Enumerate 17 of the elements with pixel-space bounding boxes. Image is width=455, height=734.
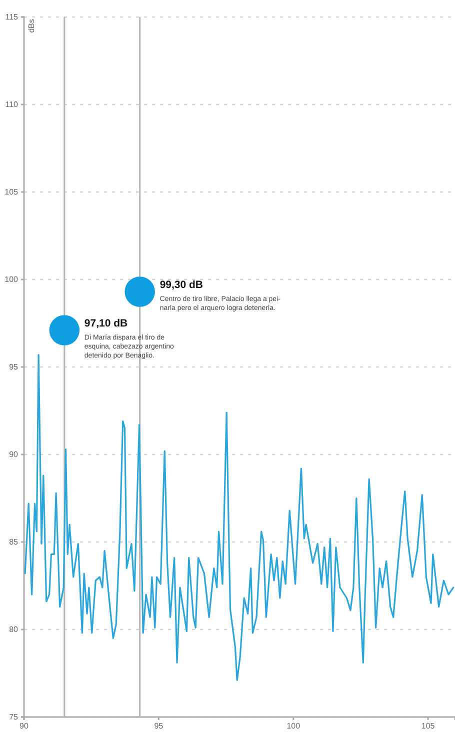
y-tick-label: 80 bbox=[9, 625, 19, 634]
line-series bbox=[24, 354, 454, 682]
annotation: 99,30 dB Centro de tiro libre, Palacio llega a pei- narla pero el arquero logra detenerla. bbox=[160, 278, 282, 312]
y-tick-label: 115 bbox=[5, 12, 19, 22]
x-tick-label: 95 bbox=[154, 722, 164, 731]
y-tick-label: 75 bbox=[9, 712, 19, 722]
x-tick-label: 100 bbox=[286, 722, 301, 731]
x-tick-label: 105 bbox=[421, 722, 436, 731]
y-tick-label: 95 bbox=[9, 362, 19, 372]
y-tick-label: 100 bbox=[4, 275, 19, 284]
y-tick-label: 105 bbox=[4, 188, 19, 197]
x-tick-label: 90 bbox=[20, 722, 29, 731]
y-tick-label: 85 bbox=[9, 538, 19, 547]
annotation: 97,10 dB Di María dispara el tiro de esquina, cabezazo argentino detenido por Benaglio. bbox=[84, 317, 174, 360]
y-tick-label: 110 bbox=[5, 100, 19, 110]
y-tick-label: 90 bbox=[9, 450, 19, 460]
y-axis-title: dBs bbox=[27, 19, 36, 33]
